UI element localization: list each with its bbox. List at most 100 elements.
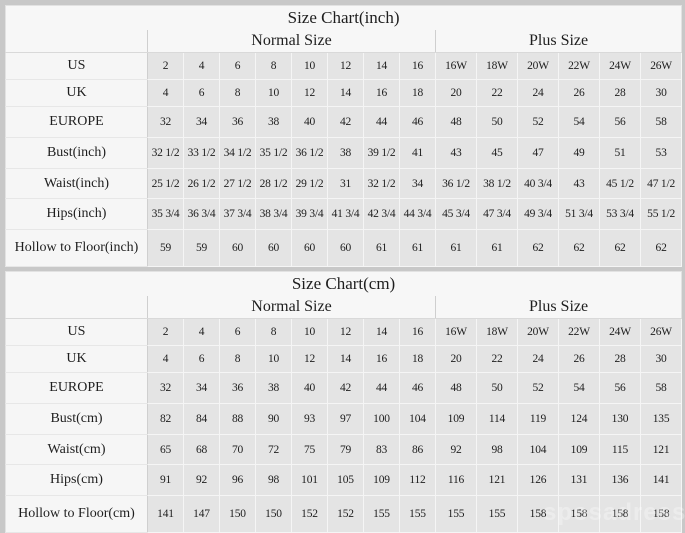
table-cell: 75	[291, 434, 328, 465]
table-cell: 32	[147, 106, 184, 138]
table-cell: 126	[517, 464, 559, 496]
table-cell: 40	[291, 372, 328, 404]
row-label: US	[5, 318, 148, 346]
table-cell: 91	[147, 464, 184, 496]
table-cell: 152	[327, 495, 364, 533]
table-cell: 45	[476, 137, 518, 169]
table-cell: 86	[399, 434, 436, 465]
table-cell: 26W	[639, 318, 683, 346]
column-group-header: Normal Size	[147, 30, 436, 53]
size-chart-inch-table: Size Chart(inch) Normal Size Plus Size US 2 4…	[5, 5, 683, 267]
table-cell: 36	[219, 106, 256, 138]
table-cell: 20	[435, 79, 477, 107]
table-cell: 38 3/4	[255, 198, 292, 230]
table-cell: 155	[435, 495, 477, 533]
table-cell: 40	[291, 106, 328, 138]
table-cell: 14	[327, 79, 364, 107]
table-cell: 58	[639, 372, 683, 404]
table-cell: 135	[639, 403, 683, 435]
table-cell: 109	[363, 464, 400, 496]
table-cell: 20	[435, 345, 477, 373]
table-cell: 54	[558, 106, 600, 138]
table-cell: 4	[147, 345, 184, 373]
table-cell: 82	[147, 403, 184, 435]
table-cell: 54	[558, 372, 600, 404]
table-cell: 41	[399, 137, 436, 169]
column-group-header: Plus Size	[434, 296, 682, 319]
column-group-header: Plus Size	[434, 30, 682, 53]
table-cell: 10	[255, 79, 292, 107]
table-cell: 61	[363, 229, 400, 267]
row-label: Waist(inch)	[5, 168, 148, 199]
table-cell: 141	[147, 495, 184, 533]
row-label: Bust(inch)	[5, 137, 148, 169]
table-cell: 62	[517, 229, 559, 267]
table-cell: 24W	[599, 318, 641, 346]
table-title: Size Chart(cm)	[5, 271, 682, 296]
table-cell: 22W	[558, 52, 600, 80]
table-cell: 30	[639, 345, 683, 373]
table-cell: 68	[183, 434, 220, 465]
table-cell: 40 3/4	[517, 168, 559, 199]
table-cell: 147	[183, 495, 220, 533]
table-cell: 28	[599, 79, 641, 107]
table-cell: 70	[219, 434, 256, 465]
table-cell: 116	[435, 464, 477, 496]
table-cell: 36 3/4	[183, 198, 220, 230]
table-cell: 35 1/2	[255, 137, 292, 169]
table-cell: 20W	[517, 52, 559, 80]
table-cell: 14	[363, 318, 400, 346]
table-cell: 55 1/2	[639, 198, 683, 230]
table-cell: 38	[255, 106, 292, 138]
table-cell: 115	[599, 434, 641, 465]
table-cell: 98	[476, 434, 518, 465]
table-cell: 38 1/2	[476, 168, 518, 199]
row-label: Hollow to Floor(cm)	[5, 495, 148, 533]
table-cell: 61	[435, 229, 477, 267]
table-row: EUROPE 32 34 36 38 40 42 44 46 48 50 52 54 56 58	[5, 106, 683, 138]
table-cell: 48	[435, 106, 477, 138]
table-cell: 42 3/4	[363, 198, 400, 230]
table-cell: 96	[219, 464, 256, 496]
table-cell: 32	[147, 372, 184, 404]
corner-cell	[5, 296, 148, 319]
table-cell: 52	[517, 372, 559, 404]
table-cell: 12	[291, 345, 328, 373]
table-cell: 14	[363, 52, 400, 80]
table-cell: 39 1/2	[363, 137, 400, 169]
table-cell: 6	[219, 52, 256, 80]
table-cell: 35 3/4	[147, 198, 184, 230]
table-cell: 4	[183, 318, 220, 346]
table-cell: 152	[291, 495, 328, 533]
table-cell: 51 3/4	[558, 198, 600, 230]
table-cell: 45 1/2	[599, 168, 641, 199]
table-cell: 24W	[599, 52, 641, 80]
table-row: Hollow to Floor(inch) 59 59 60 60 60 60 61 61 61 6…	[5, 229, 683, 267]
table-cell: 6	[183, 345, 220, 373]
table-cell: 93	[291, 403, 328, 435]
table-cell: 28 1/2	[255, 168, 292, 199]
table-cell: 56	[599, 372, 641, 404]
table-cell: 24	[517, 79, 559, 107]
table-cell: 18W	[476, 52, 518, 80]
table-cell: 158	[517, 495, 559, 533]
table-cell: 34 1/2	[219, 137, 256, 169]
row-label: Hips(inch)	[5, 198, 148, 230]
table-cell: 39 3/4	[291, 198, 328, 230]
table-cell: 16	[363, 79, 400, 107]
table-cell: 16	[399, 318, 436, 346]
table-cell: 56	[599, 106, 641, 138]
table-cell: 119	[517, 403, 559, 435]
table-cell: 47 3/4	[476, 198, 518, 230]
table-cell: 36	[219, 372, 256, 404]
table-cell: 8	[255, 318, 292, 346]
table-cell: 52	[517, 106, 559, 138]
table-cell: 12	[291, 79, 328, 107]
table-cell: 92	[435, 434, 477, 465]
table-cell: 43	[558, 168, 600, 199]
table-cell: 61	[476, 229, 518, 267]
table-cell: 44	[363, 372, 400, 404]
table-cell: 158	[599, 495, 641, 533]
table-row: UK 4 6 8 10 12 14 16 18 20 22 24 26 28 30	[5, 79, 683, 107]
table-cell: 18W	[476, 318, 518, 346]
